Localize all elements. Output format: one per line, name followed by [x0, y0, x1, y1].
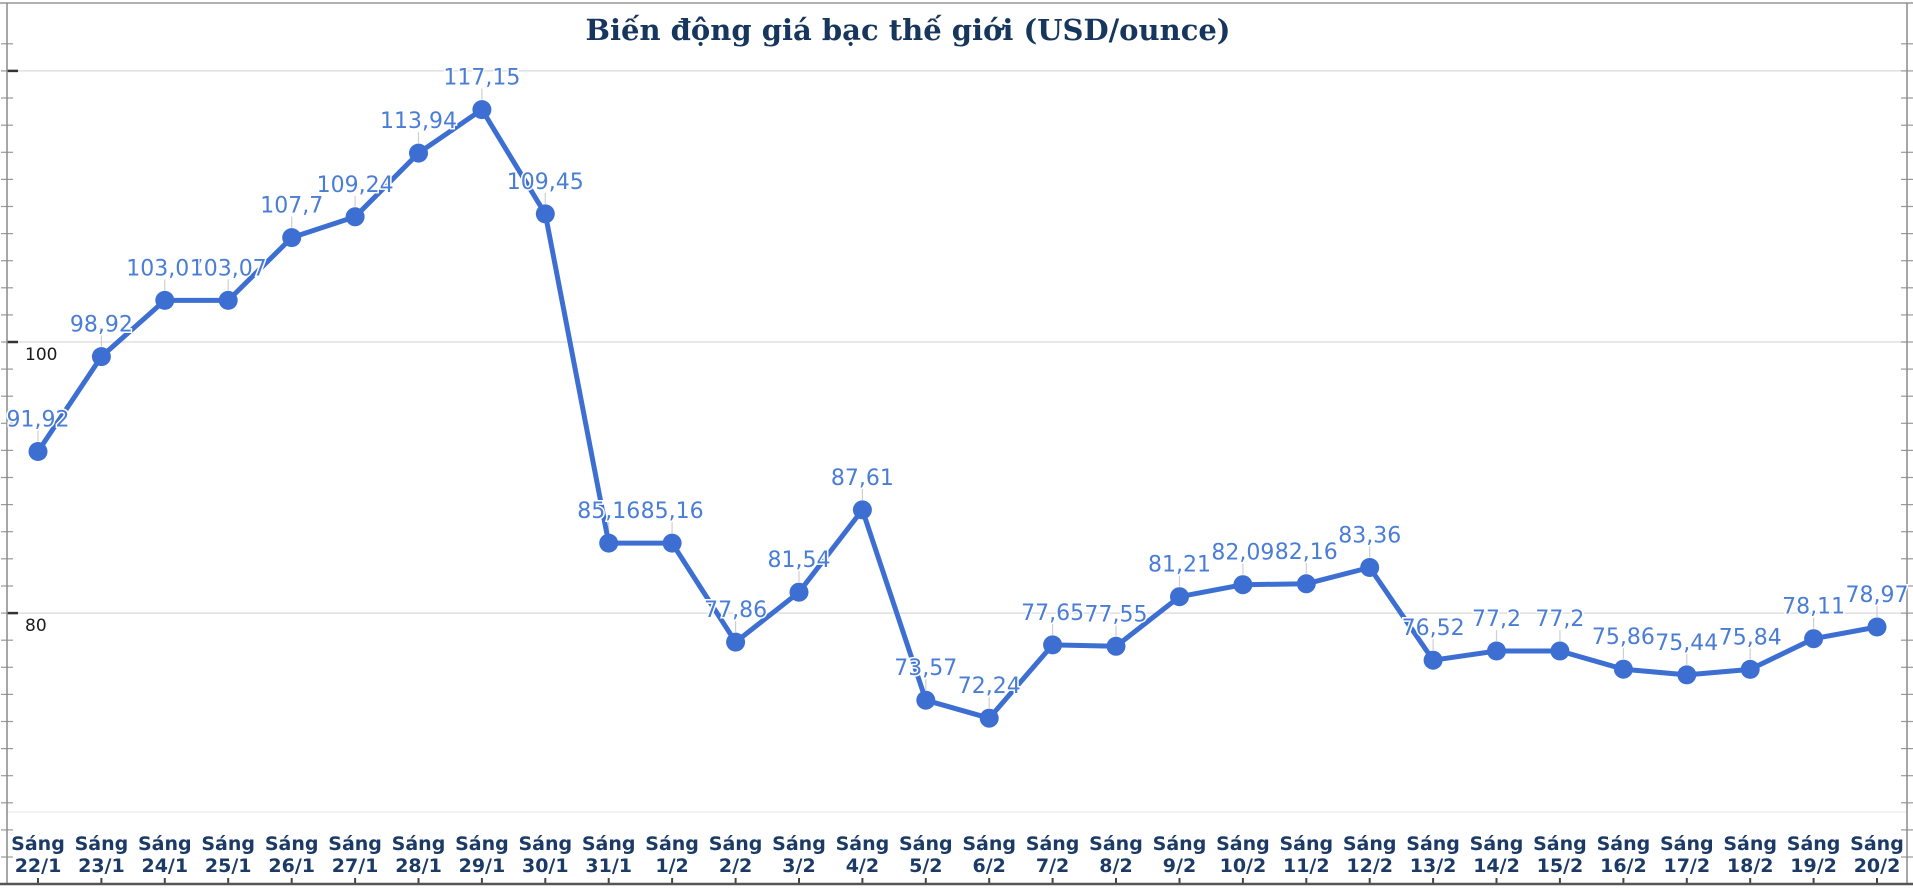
x-axis-label: Sáng 2/2	[709, 833, 763, 877]
x-axis-label: Sáng 9/2	[1153, 833, 1207, 877]
data-point	[1550, 641, 1570, 661]
data-point	[1423, 650, 1443, 670]
data-point-label: 98,92	[70, 313, 133, 338]
data-point-label: 76,52	[1402, 616, 1465, 641]
data-point-label: 82,16	[1275, 540, 1338, 565]
x-axis-label: Sáng 24/1	[138, 833, 192, 877]
x-axis-label: Sáng 8/2	[1089, 833, 1143, 877]
data-point	[409, 143, 428, 163]
data-point-label: 78,97	[1846, 583, 1909, 608]
data-point-label: 77,55	[1085, 602, 1148, 627]
data-point-label: 113,94	[380, 109, 457, 134]
x-axis-label: Sáng 29/1	[455, 833, 509, 877]
data-point	[1677, 665, 1697, 685]
data-point-label: 82,09	[1211, 541, 1274, 566]
x-axis-label: Sáng 3/2	[772, 833, 826, 877]
data-point-label: 109,24	[317, 173, 394, 198]
data-point-label: 81,54	[768, 548, 831, 573]
data-point-label: 75,44	[1655, 631, 1718, 656]
x-axis-label: Sáng 27/1	[328, 833, 382, 877]
data-point	[1740, 659, 1760, 679]
x-axis-label: Sáng 28/1	[392, 833, 446, 877]
data-point	[282, 228, 302, 248]
x-axis-label: Sáng 17/2	[1660, 833, 1714, 877]
x-axis-label: Sáng 7/2	[1026, 833, 1080, 877]
data-point	[535, 204, 555, 224]
data-point-label: 109,45	[507, 170, 584, 195]
y-axis-label: 80	[25, 616, 47, 636]
data-point	[1296, 574, 1316, 594]
data-point	[662, 533, 682, 553]
x-axis-label: Sáng 26/1	[265, 833, 319, 877]
x-axis-label: Sáng 18/2	[1723, 833, 1777, 877]
data-point	[1043, 635, 1063, 655]
x-axis-label: Sáng 1/2	[645, 833, 699, 877]
x-axis-label: Sáng 25/1	[201, 833, 255, 877]
data-point-label: 85,16	[641, 499, 704, 524]
data-point	[599, 533, 619, 553]
data-point-label: 91,92	[7, 408, 70, 433]
data-point	[28, 442, 48, 461]
data-point	[979, 708, 999, 728]
data-point	[155, 290, 175, 310]
data-point-label: 73,57	[894, 656, 957, 681]
data-point	[218, 290, 238, 310]
x-axis-label: Sáng 4/2	[836, 833, 890, 877]
data-point-label: 103,07	[190, 256, 267, 281]
data-point	[1867, 617, 1887, 637]
data-point	[345, 207, 365, 227]
data-point-label: 107,7	[260, 194, 323, 219]
data-point	[726, 632, 746, 652]
data-point	[1487, 641, 1506, 661]
data-point	[916, 690, 936, 710]
y-axis-label: 100	[25, 345, 57, 365]
data-point-label: 117,15	[443, 66, 520, 91]
data-point	[1360, 558, 1380, 577]
x-axis-label: Sáng 14/2	[1470, 833, 1524, 877]
data-point-label: 77,2	[1472, 607, 1521, 632]
data-point	[1804, 629, 1824, 649]
data-point-label: 83,36	[1338, 524, 1401, 549]
data-point-label: 75,84	[1719, 625, 1782, 650]
data-point	[852, 500, 872, 520]
data-point-label: 87,61	[831, 466, 894, 491]
data-point-label: 78,11	[1782, 595, 1845, 620]
x-axis-label: Sáng 23/1	[75, 833, 129, 877]
x-axis-label: Sáng 5/2	[899, 833, 953, 877]
data-point	[789, 582, 809, 602]
series-line	[35, 107, 1880, 721]
x-axis-label: Sáng 11/2	[1279, 833, 1333, 877]
data-point-label: 85,16	[577, 499, 640, 524]
data-point	[1106, 636, 1126, 656]
x-axis-label: Sáng 20/2	[1850, 833, 1904, 877]
data-point	[1613, 659, 1633, 679]
data-point-label: 75,86	[1592, 625, 1655, 650]
x-axis-label: Sáng 15/2	[1533, 833, 1587, 877]
data-point-label: 77,86	[704, 598, 767, 623]
data-point-label: 81,21	[1148, 553, 1211, 578]
data-point	[1233, 575, 1253, 595]
chart-title: Biến động giá bạc thế giới (USD/ounce)	[585, 13, 1231, 47]
x-axis-label: Sáng 19/2	[1787, 833, 1841, 877]
data-point-label: 72,24	[958, 674, 1021, 699]
x-axis-label: Sáng 13/2	[1406, 833, 1460, 877]
data-point-label: 103,07	[126, 256, 203, 281]
x-axis-label: Sáng 12/2	[1343, 833, 1397, 877]
x-axis-label: Sáng 22/1	[11, 833, 65, 877]
x-axis-label: Sáng 10/2	[1216, 833, 1270, 877]
data-point	[1170, 587, 1189, 607]
data-point-label: 77,65	[1021, 601, 1084, 626]
x-axis-label: Sáng 16/2	[1597, 833, 1651, 877]
x-axis-label: Sáng 6/2	[962, 833, 1016, 877]
data-point	[91, 347, 111, 367]
x-axis-label: Sáng 30/1	[518, 833, 572, 877]
x-axis-label: Sáng 31/1	[582, 833, 636, 877]
data-point	[472, 100, 492, 120]
data-point-label: 77,2	[1535, 607, 1584, 632]
